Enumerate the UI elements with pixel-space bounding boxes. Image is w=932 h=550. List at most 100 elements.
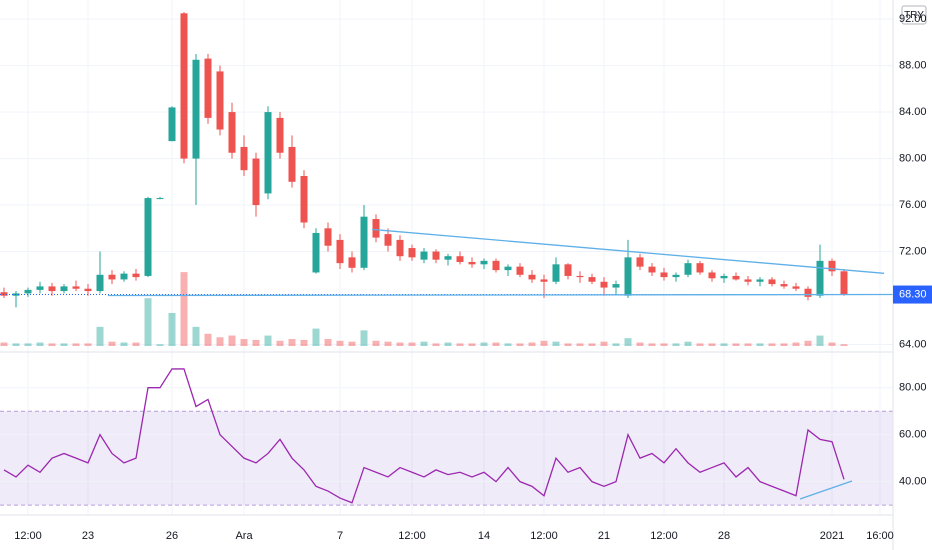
volume-bar [552,341,560,346]
x-tick-label: 12:00 [650,530,678,542]
volume-bar [12,343,20,346]
y-tick-label: 84.00 [899,106,927,118]
volume-bar [504,343,512,346]
volume-bar [768,343,776,346]
x-tick-label: 14 [478,530,490,542]
candle-body [180,13,188,159]
volume-bar [384,341,392,346]
candle-body [720,275,728,279]
volume-bar [60,343,68,346]
candle-body [756,279,764,282]
support-line [107,293,894,297]
x-tick-label: 12:00 [530,530,558,542]
volume-bar [0,342,8,346]
candle-body [636,257,644,267]
x-tick-label: 26 [166,530,178,542]
volume-bar [732,343,740,346]
volume-bar [84,343,92,346]
candle-body [216,71,224,130]
volume-bar [216,337,224,346]
candle-body [828,260,836,272]
y-tick-label: 72.00 [899,245,927,257]
y-tick-label: 80.00 [899,152,927,164]
volume-bar [240,339,248,346]
rsi-trend-line [799,480,853,500]
rsi-band [0,411,893,506]
candle-body [48,286,56,292]
candle-body [768,279,776,285]
candle-body [480,260,488,265]
volume-bar [252,339,260,346]
candle-body [696,263,704,273]
candle-body [348,257,356,268]
volume-bar [120,342,128,346]
candle-body [60,286,68,292]
candle-body [528,274,536,280]
candle-body [228,112,236,153]
x-tick-label: 7 [337,530,343,542]
candle-body [780,284,788,287]
candle-body [492,260,500,271]
candle-body [708,272,716,279]
volume-bar [600,341,608,346]
volume-bar [636,342,644,346]
volume-bar [348,341,356,346]
candle-body [252,158,260,206]
price-axis [893,0,932,550]
volume-bar [204,333,212,346]
volume-bar [228,335,236,346]
volume-bar [132,342,140,346]
volume-bar [276,340,284,346]
currency: TRY [904,10,924,21]
candle-body [300,176,308,223]
volume-bar [780,343,788,346]
volume-bar [804,340,812,346]
candle-body [612,284,620,288]
candle-body [684,263,692,275]
candle-body [132,273,140,278]
y-tick-label: 76.00 [899,199,927,211]
volume-bar [540,340,548,346]
volume-bar [516,343,524,346]
candle-body [264,112,272,194]
x-tick-label: 16:00 [866,530,894,542]
volume-bar [96,326,104,346]
candle-body [24,289,32,294]
candle-body [276,117,284,153]
volume-bar [336,340,344,346]
volume-bar [372,340,380,346]
candle-body [204,58,212,118]
volume-bar [264,335,272,346]
volume-bar [672,343,680,346]
volume-bar [816,335,824,346]
volume-bar [420,341,428,346]
candle-body [240,146,248,171]
volume-bar [648,343,656,346]
candle-body [96,274,104,292]
candle-body [144,198,152,276]
candle-body [672,274,680,278]
volume-bar [108,341,116,346]
volume-bar [492,342,500,346]
candle-body [816,260,824,296]
volume-bar [396,342,404,346]
candle-body [540,279,548,282]
volume-bar [564,343,572,346]
candle-body [840,271,848,295]
candle-body [744,279,752,282]
candle-body [72,286,80,289]
currency-box[interactable] [901,5,927,25]
candle-body [660,272,668,278]
volume-bar [660,343,668,346]
rsi-line [3,368,845,504]
x-tick-label: 21 [598,530,610,542]
candle-body [156,198,164,200]
volume-bar [180,272,188,346]
candle-body [360,216,368,268]
volume-bar [456,343,464,346]
volume-bar [720,343,728,346]
volume-bar [828,342,836,346]
y-tick-label: 92.00 [899,13,927,25]
candle-body [120,273,128,280]
y-tick-label: 64.00 [899,338,927,350]
